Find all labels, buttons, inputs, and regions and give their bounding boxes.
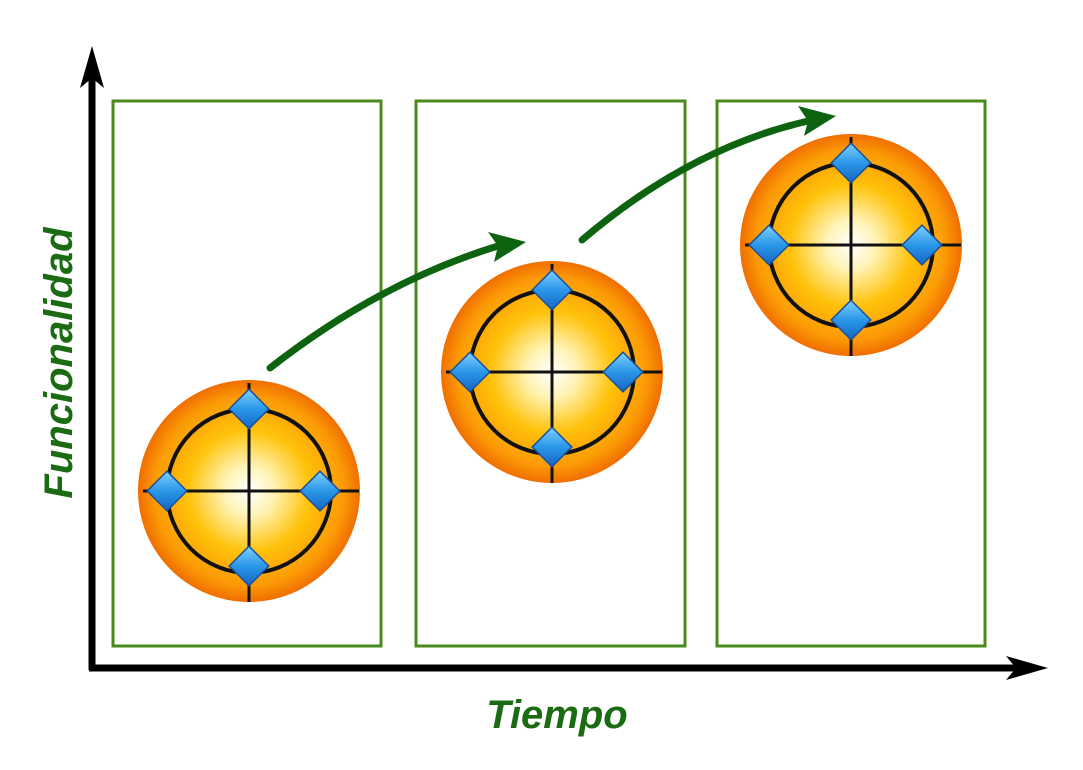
x-axis-arrowhead (1006, 656, 1048, 680)
diamond-left (146, 470, 188, 512)
diamond-right (901, 224, 943, 266)
axes (80, 46, 1048, 680)
diamond-bottom (228, 545, 270, 587)
diamond-bottom (531, 426, 573, 468)
diamond-right (299, 470, 341, 512)
component-orb-3 (740, 134, 962, 356)
component-orb-1 (138, 380, 360, 602)
diamond-top (228, 388, 270, 430)
diamond-left (449, 351, 491, 393)
component-orb-2 (441, 261, 663, 483)
x-axis-title: Tiempo (486, 693, 628, 737)
diamond-right (602, 351, 644, 393)
diamond-top (830, 142, 872, 184)
y-axis-title: Funcionalidad (37, 226, 81, 499)
stage-frame-2 (414, 99, 687, 648)
diamond-top (531, 269, 573, 311)
diamond-bottom (830, 299, 872, 341)
stage-frames (111, 99, 987, 648)
stage-frame-3 (715, 99, 987, 648)
diamond-left (748, 224, 790, 266)
progress-arrow-2 (578, 117, 812, 244)
progress-arrows (266, 106, 836, 372)
y-axis-arrowhead (80, 46, 104, 88)
stage-frame-1 (111, 99, 383, 648)
progress-arrow-1-head (488, 232, 526, 262)
progress-arrow-1 (266, 242, 502, 372)
progress-arrow-2-head (798, 106, 836, 136)
